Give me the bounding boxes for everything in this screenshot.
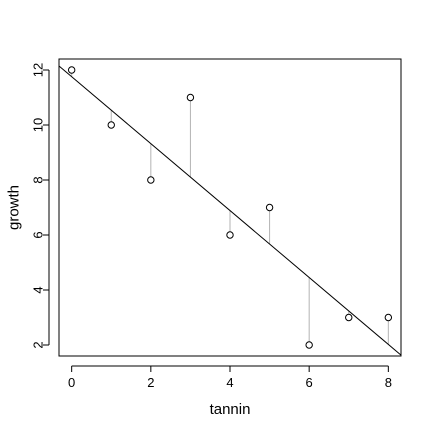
data-point: [147, 176, 155, 184]
y-tick-label: 2: [31, 341, 46, 348]
x-axis-title: tannin: [210, 401, 251, 418]
x-tick-label: 8: [385, 375, 392, 390]
x-tick-label: 2: [147, 375, 154, 390]
plot-frame: [58, 58, 402, 357]
y-tick-label: 12: [31, 63, 46, 77]
data-point: [345, 313, 353, 322]
x-axis: 0 2 4 6 8: [68, 365, 392, 390]
x-tick-label: 4: [226, 375, 233, 390]
regression-line: [59, 65, 401, 356]
y-axis: 2 4 6 8 10 12: [31, 63, 50, 349]
x-tick-label: 6: [306, 375, 313, 390]
data-point: [186, 93, 195, 102]
y-tick-label: 4: [31, 286, 46, 293]
y-tick-label: 8: [31, 176, 46, 183]
y-axis-title: growth: [6, 185, 23, 230]
regression-line-group: [59, 65, 401, 356]
y-tick-label: 6: [31, 231, 46, 238]
data-point: [305, 341, 313, 349]
data-points: [67, 66, 393, 349]
x-tick-label: 0: [68, 375, 75, 390]
residual-lines: [71, 70, 389, 345]
data-point: [226, 231, 234, 239]
data-point: [265, 203, 274, 212]
data-point: [107, 121, 115, 129]
data-point: [384, 313, 393, 322]
y-tick-label: 10: [31, 118, 46, 132]
data-point: [67, 66, 76, 74]
